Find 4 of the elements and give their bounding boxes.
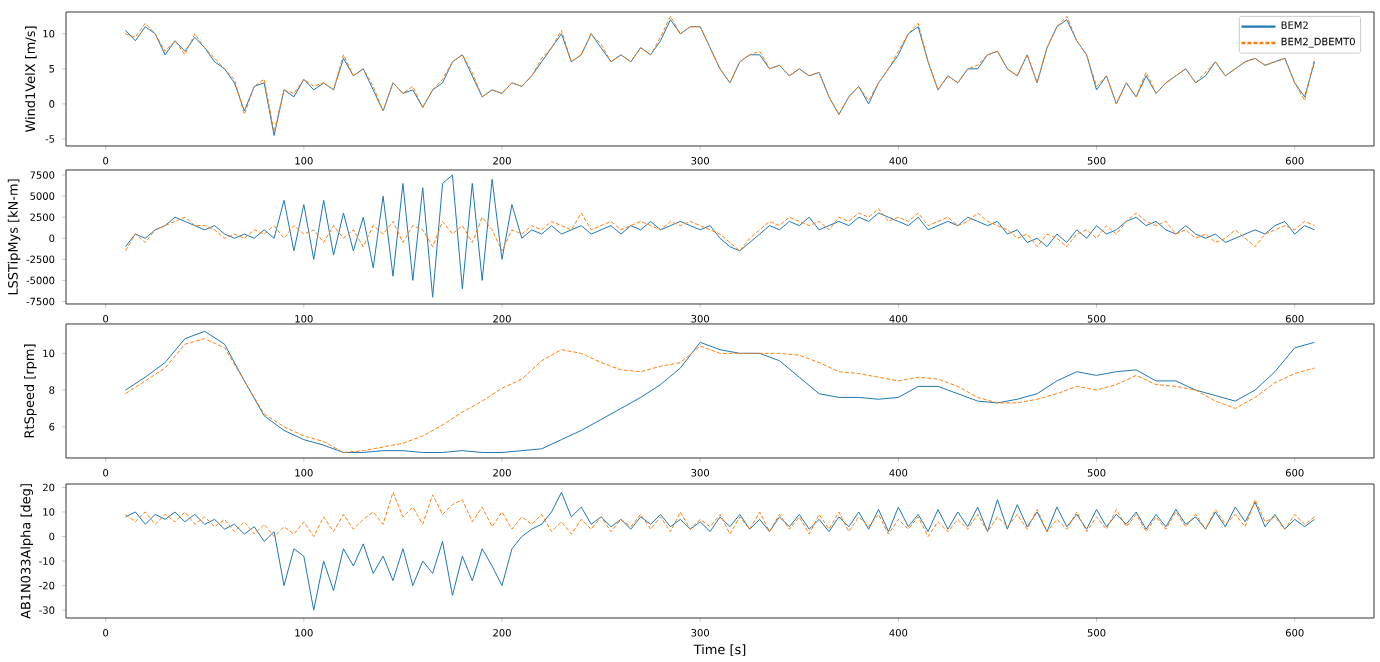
line-series	[124, 491, 1316, 538]
line-series	[124, 208, 1316, 252]
line-series	[124, 491, 1316, 611]
line-series	[124, 174, 1316, 298]
